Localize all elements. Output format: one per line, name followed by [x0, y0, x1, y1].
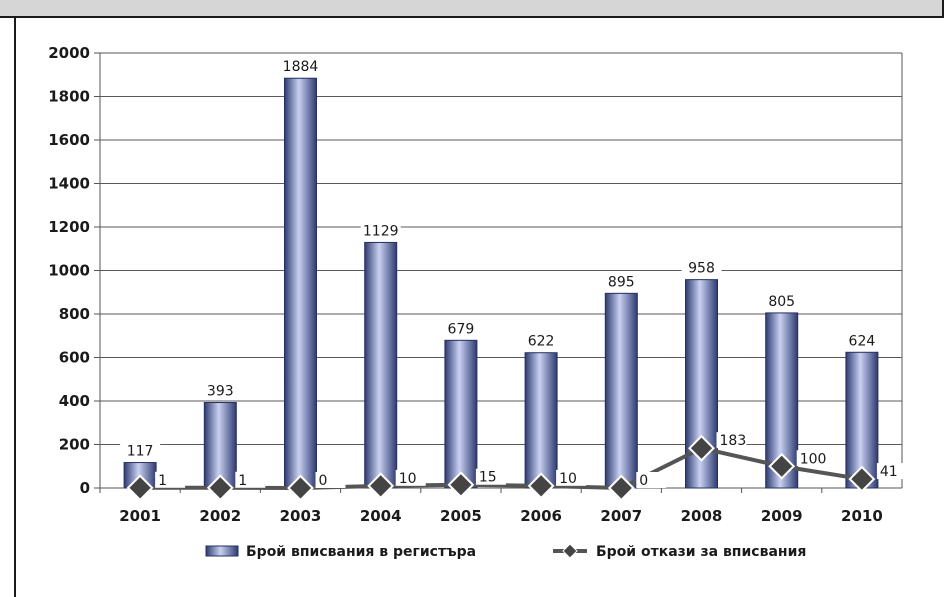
x-tick-label: 2005: [440, 507, 482, 525]
bar-label-bg: [360, 221, 401, 239]
legend: Брой вписвания в регистъра Брой откази за…: [205, 543, 806, 560]
line-marker: [607, 474, 635, 502]
series-line: [140, 446, 863, 490]
x-tick-label: 2002: [199, 507, 241, 525]
line-marker: [447, 471, 475, 499]
bar-series: [123, 77, 879, 489]
bar: [284, 77, 317, 489]
y-tick-label: 0: [80, 479, 90, 497]
x-tick-label: 2008: [681, 507, 723, 525]
x-tick-label: 2003: [280, 507, 322, 525]
bar-data-labels: 117 393 1884 1129 679 622 895 958 805 624: [120, 57, 882, 460]
line-marker: [848, 465, 876, 493]
x-axis-ticks: 2001 2002 2003 2004 2005 2006 2007 2008 2009 2010: [119, 507, 883, 525]
line-data-label: 10: [399, 471, 417, 487]
bar-data-label: 1129: [363, 223, 399, 239]
line-label-bg: [315, 472, 346, 488]
bar-data-label: 117: [127, 444, 154, 460]
bar: [444, 339, 478, 489]
y-tick-label: 1400: [48, 175, 90, 193]
bar-data-label: 895: [608, 274, 635, 290]
y-axis-ticks: 0 200 400 600 800 1000 1200 1400 1600 1800 2000: [48, 44, 90, 497]
bar-label-bg: [601, 272, 642, 290]
line-label-bg: [155, 471, 186, 488]
bar-label-bg: [761, 291, 802, 309]
bar-data-label: 393: [207, 384, 234, 400]
x-tick-label: 2007: [600, 507, 642, 525]
line-label-bg: [395, 469, 426, 486]
x-tick-label: 2009: [761, 507, 803, 525]
y-tick-label: 1800: [48, 88, 90, 106]
bar: [524, 352, 558, 489]
y-tick-label: 800: [59, 305, 90, 323]
line-data-label: 0: [639, 473, 648, 489]
bar: [364, 241, 398, 489]
y-tick-label: 600: [59, 349, 90, 367]
bar-data-label: 622: [528, 334, 555, 350]
line-data-label: 183: [720, 433, 747, 449]
x-tick-label: 2004: [360, 507, 402, 525]
y-tick-label: 200: [59, 436, 90, 454]
line-series: [126, 434, 876, 502]
line-marker: [287, 474, 314, 502]
line-marker: [367, 472, 395, 500]
line-label-bg: [796, 450, 827, 467]
legend-bar-swatch: [205, 545, 239, 557]
x-tick-label: 2010: [841, 507, 883, 525]
bar: [845, 351, 879, 489]
legend-line-label: Брой откази за вписвания: [596, 544, 806, 560]
line-label-bg: [876, 463, 907, 480]
y-tick-label: 2000: [48, 44, 90, 62]
y-tick-label: 1000: [48, 262, 90, 280]
line-data-label: 100: [800, 451, 827, 467]
bar-data-label: 1884: [283, 59, 319, 75]
line-data-label: 41: [880, 464, 898, 480]
bar-data-label: 679: [448, 321, 475, 337]
line-marker: [688, 434, 715, 462]
bar: [604, 292, 638, 489]
line-marker: [527, 472, 555, 500]
x-tick-label: 2001: [119, 507, 161, 525]
legend-diamond-icon: [562, 543, 578, 559]
left-border-rule: [14, 16, 16, 597]
line-label-bg: [235, 471, 266, 488]
bar-label-bg: [120, 441, 161, 459]
bar-label-bg: [841, 331, 882, 349]
bar-label-bg: [521, 331, 562, 349]
y-tick-label: 1600: [48, 131, 90, 149]
bar-label-bg: [681, 258, 722, 276]
header-band: [0, 0, 944, 18]
bar-label-bg: [280, 57, 321, 75]
line-marker: [768, 452, 796, 480]
line-label-bg: [475, 468, 506, 485]
bar-label-bg: [440, 319, 481, 337]
bar-data-label: 805: [768, 294, 795, 310]
line-data-label: 10: [559, 471, 577, 487]
y-tick-label: 1200: [48, 218, 90, 236]
line-label-bg: [556, 469, 587, 486]
x-tick-label: 2006: [520, 507, 562, 525]
line-data-label: 0: [319, 473, 328, 489]
line-data-label: 15: [479, 470, 497, 486]
bar-label-bg: [200, 381, 241, 399]
bar-data-label: 958: [688, 261, 715, 277]
line-label-bg: [636, 472, 667, 488]
line-marker: [126, 474, 154, 502]
line-data-label: 1: [238, 473, 247, 489]
line-marker: [206, 474, 234, 502]
legend-bar-label: Брой вписвания в регистъра: [246, 544, 476, 560]
y-tick-label: 400: [59, 392, 90, 410]
line-data-label: 1: [158, 473, 167, 489]
line-label-bg: [716, 432, 747, 449]
bar-data-label: 624: [849, 333, 876, 349]
